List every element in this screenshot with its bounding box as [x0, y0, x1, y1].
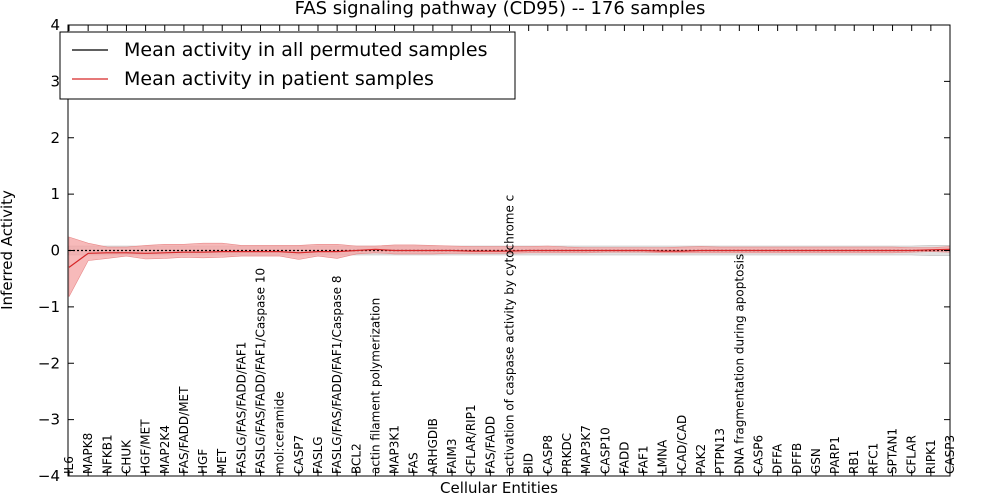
x-tick-label: GSN: [809, 448, 823, 474]
x-tick-label: LMNA: [656, 439, 670, 474]
x-ticks: IL6 MAPK8 NFKB1 CHUK HGF/MET MAP2K4 FAS/FADD/M…: [62, 25, 957, 476]
y-tick-label: −4: [38, 467, 60, 485]
y-tick-label: 4: [50, 16, 60, 34]
x-tick-label: actin filament polymerization: [368, 298, 382, 474]
x-tick-label: HGF: [196, 449, 210, 474]
y-tick-label: −3: [38, 411, 60, 429]
x-tick-label: RB1: [847, 450, 861, 474]
x-tick-label: FADD: [617, 442, 631, 475]
x-tick-label: IL6: [62, 456, 76, 474]
x-tick-label: CASP6: [752, 435, 766, 474]
x-tick-label: MAP3K7: [579, 425, 593, 474]
x-tick-label: BCL2: [349, 443, 363, 474]
x-tick-label: BID: [522, 453, 536, 474]
y-axis-label: Inferred Activity: [0, 190, 16, 310]
x-tick-label: FASLG/FAS/FADD/FAF1/Caspase 10: [254, 268, 268, 474]
x-tick-label: MET: [215, 448, 229, 474]
x-tick-label: MAP3K1: [388, 425, 402, 474]
x-axis-label: Cellular Entities: [440, 479, 558, 497]
x-tick-label: ARHGDIB: [426, 418, 440, 474]
legend-frame: [59, 31, 516, 100]
x-tick-label: HGF/MET: [139, 419, 153, 474]
x-tick-label: FAS: [407, 452, 421, 474]
x-tick-label: FAF1: [637, 445, 651, 474]
x-tick-label: PAK2: [694, 444, 708, 474]
x-tick-label: DFFB: [790, 443, 804, 474]
y-tick-label: 1: [50, 185, 60, 203]
series-lines: [68, 248, 951, 268]
x-tick-label: PTPN13: [713, 428, 727, 474]
x-tick-label: RFC1: [866, 443, 880, 474]
line-patient: [68, 248, 951, 268]
x-tick-label: FAIM3: [445, 438, 459, 474]
y-tick-label: 2: [50, 129, 60, 147]
x-tick-label: MAP2K4: [158, 425, 172, 474]
x-tick-label: FAS/FADD/MET: [177, 386, 191, 474]
x-tick-label: MAPK8: [81, 433, 95, 474]
x-tick-label: SPTAN1: [886, 428, 900, 474]
plot-frame: [67, 24, 951, 477]
x-tick-label: DFFA: [771, 443, 785, 474]
x-tick-label: mol:ceramide: [273, 391, 287, 474]
x-tick-label: CASP7: [292, 435, 306, 474]
x-tick-label: CASP10: [598, 427, 612, 474]
x-tick-label: FAS/FADD: [483, 416, 497, 474]
x-tick-label: FASLG/FAS/FADD/FAF1/Caspase 8: [330, 276, 344, 475]
x-tick-label: FASLG/FAS/FADD/FAF1: [234, 342, 248, 474]
x-tick-label: RIPK1: [924, 439, 938, 474]
x-tick-label: NFKB1: [100, 434, 114, 474]
x-tick-label: CASP8: [541, 435, 555, 474]
x-tick-label: CFLAR/RIP1: [464, 404, 478, 474]
y-tick-label: 3: [50, 72, 60, 90]
x-tick-label: ICAD/CAD: [675, 415, 689, 474]
x-tick-label: DNA fragmentation during apoptosis: [732, 254, 746, 474]
chart-title: FAS signaling pathway (CD95) -- 176 samp…: [295, 0, 706, 19]
x-tick-label: PRKDC: [560, 433, 574, 474]
x-tick-label: CHUK: [120, 439, 134, 474]
x-tick-label: PARP1: [828, 436, 842, 474]
y-tick-label: −1: [38, 298, 60, 316]
legend-label-patient: Mean activity in patient samples: [124, 68, 434, 90]
y-ticks: −4 −3 −2 −1 0 1 2 3 4: [38, 16, 950, 485]
x-tick-label: activation of caspase activity by cytoch…: [503, 195, 517, 474]
y-tick-label: −2: [38, 354, 60, 372]
y-tick-label: 0: [50, 242, 60, 260]
x-tick-label: FASLG: [311, 436, 325, 474]
x-tick-label: CFLAR: [905, 435, 919, 474]
legend: Mean activity in all permuted samples Me…: [59, 31, 516, 100]
legend-label-permuted: Mean activity in all permuted samples: [124, 39, 487, 61]
